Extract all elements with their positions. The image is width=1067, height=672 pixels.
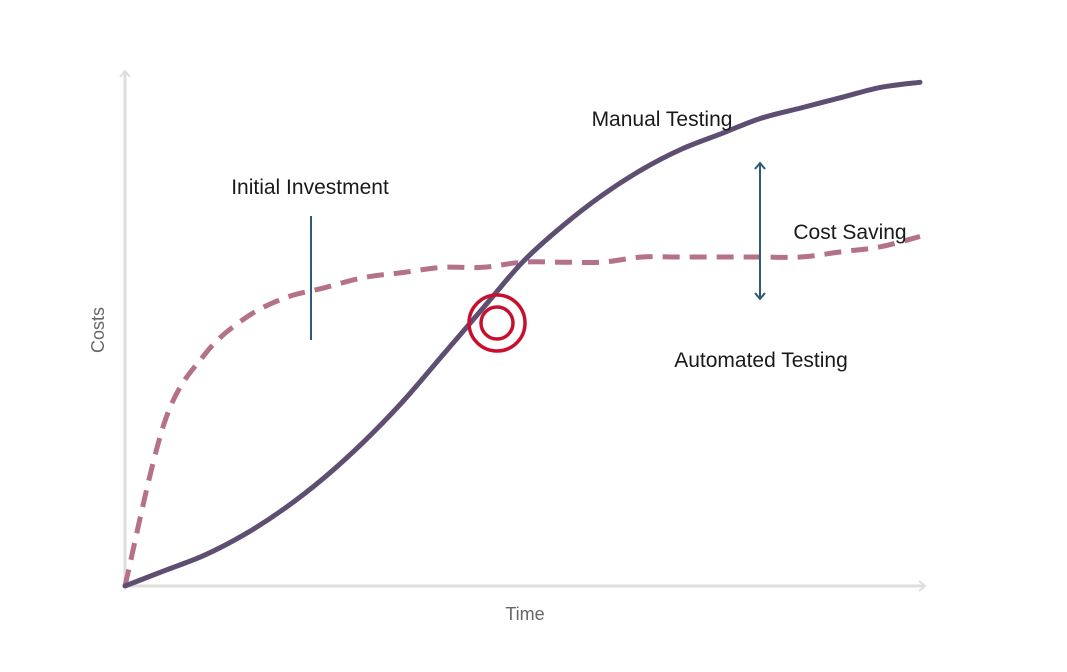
- automated-testing-label: Automated Testing: [674, 349, 848, 372]
- series-line-automated-testing: [122, 234, 921, 587]
- break-even-target-icon: [467, 293, 527, 353]
- cost-saving-label: Cost Saving: [793, 221, 906, 244]
- manual-testing-label: Manual Testing: [592, 108, 733, 131]
- x-axis-title: Time: [505, 604, 544, 624]
- y-axis-title: Costs: [88, 307, 108, 353]
- series-line-manual-testing: [122, 79, 923, 589]
- initial-investment-label: Initial Investment: [231, 176, 389, 199]
